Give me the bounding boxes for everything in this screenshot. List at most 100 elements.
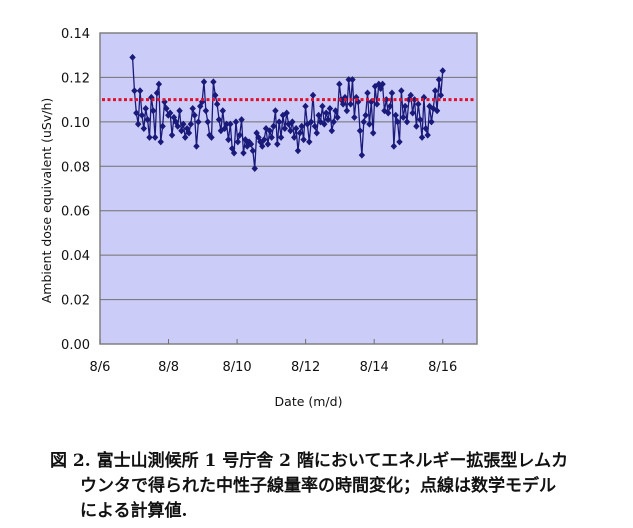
data-point: [332, 107, 339, 115]
data-point: [210, 78, 217, 86]
y-tick-label: 0.04: [61, 249, 90, 264]
data-point: [400, 113, 407, 121]
plot-area: [99, 32, 478, 345]
data-point: [298, 122, 305, 130]
data-point: [385, 109, 392, 117]
data-point: [240, 149, 247, 157]
data-point: [330, 118, 337, 126]
data-point: [334, 113, 341, 121]
data-point: [191, 111, 198, 119]
data-point: [394, 118, 401, 126]
data-point: [228, 145, 236, 153]
caption-line-1: 図 2. 富士山測候所 1 号庁舎 2 階においてエネルギー拡張型レムカ: [50, 451, 569, 471]
data-point: [300, 136, 307, 144]
data-point: [185, 129, 193, 137]
data-point: [401, 102, 409, 110]
data-point: [157, 138, 164, 146]
dose-rate-chart: 0.00 0.02 0.04 0.06 0.08 0.10 0.12 0.14 8/6 8/8 8/…: [39, 27, 478, 409]
data-point: [268, 133, 275, 141]
data-point: [136, 87, 144, 95]
data-point: [249, 147, 257, 155]
data-point: [336, 80, 343, 88]
y-tick-label: 0.14: [61, 27, 90, 42]
data-point: [131, 87, 138, 95]
data-point: [215, 116, 223, 124]
data-point: [379, 80, 386, 88]
data-point: [424, 131, 431, 139]
data-point: [360, 118, 367, 126]
data-point: [227, 120, 234, 128]
data-point: [403, 118, 411, 126]
data-point: [289, 118, 296, 126]
x-tick-label: 8/8: [158, 360, 179, 375]
data-point: [390, 142, 398, 150]
data-point: [439, 67, 446, 75]
data-point: [358, 151, 366, 159]
data-point: [386, 102, 394, 110]
data-point: [244, 142, 251, 150]
data-point: [319, 102, 326, 110]
data-point: [260, 136, 268, 144]
data-point: [146, 133, 153, 141]
figure-caption: 図 2. 富士山測候所 1 号庁舎 2 階においてエネルギー拡張型レムカ ウンタ…: [50, 449, 610, 524]
data-point: [153, 89, 161, 97]
data-point: [383, 96, 390, 104]
data-point: [176, 107, 183, 115]
data-point: [351, 113, 358, 121]
data-point: [274, 140, 281, 148]
data-point: [259, 142, 266, 150]
data-point: [272, 107, 279, 115]
data-point: [251, 165, 258, 173]
data-point: [309, 91, 317, 99]
data-point: [435, 76, 443, 84]
data-point: [283, 109, 290, 117]
data-point: [422, 125, 430, 133]
data-point: [409, 109, 416, 117]
data-point: [307, 118, 315, 126]
y-tick-label: 0.00: [61, 338, 90, 353]
x-tick-label: 8/10: [222, 360, 251, 375]
data-point: [324, 116, 332, 124]
data-point: [437, 91, 445, 99]
data-point: [313, 129, 320, 137]
caption-line-3: による計算値.: [80, 501, 188, 521]
data-point: [197, 102, 204, 110]
data-point: [311, 122, 319, 130]
data-point: [362, 111, 369, 119]
data-point: [230, 149, 238, 157]
data-point: [180, 120, 187, 128]
data-point: [392, 111, 399, 119]
data-point: [232, 118, 240, 126]
data-point: [142, 105, 149, 113]
data-point: [291, 133, 298, 141]
data-point: [234, 138, 242, 146]
data-point: [388, 89, 396, 97]
x-tick-label: 8/14: [360, 360, 389, 375]
data-point: [204, 118, 211, 126]
data-point: [151, 133, 159, 141]
data-point: [159, 122, 166, 130]
data-point: [238, 116, 245, 124]
x-axis-label: Date (m/d): [275, 394, 343, 409]
data-point: [306, 138, 313, 146]
data-point: [129, 53, 136, 61]
data-point: [418, 133, 426, 141]
data-point: [296, 129, 304, 137]
data-point: [294, 147, 302, 155]
y-tick-label: 0.12: [61, 71, 90, 86]
data-point: [166, 109, 174, 117]
data-point: [287, 127, 294, 135]
data-point: [321, 120, 328, 128]
data-point: [138, 111, 146, 119]
data-point: [366, 120, 373, 128]
data-point: [328, 127, 336, 135]
data-point: [413, 122, 420, 130]
data-point: [433, 107, 441, 115]
data-point: [202, 107, 210, 115]
data-point: [415, 100, 422, 108]
data-point: [189, 105, 196, 113]
data-point: [339, 100, 347, 108]
data-point: [155, 80, 163, 88]
data-point: [140, 125, 148, 133]
data-point: [219, 107, 226, 115]
